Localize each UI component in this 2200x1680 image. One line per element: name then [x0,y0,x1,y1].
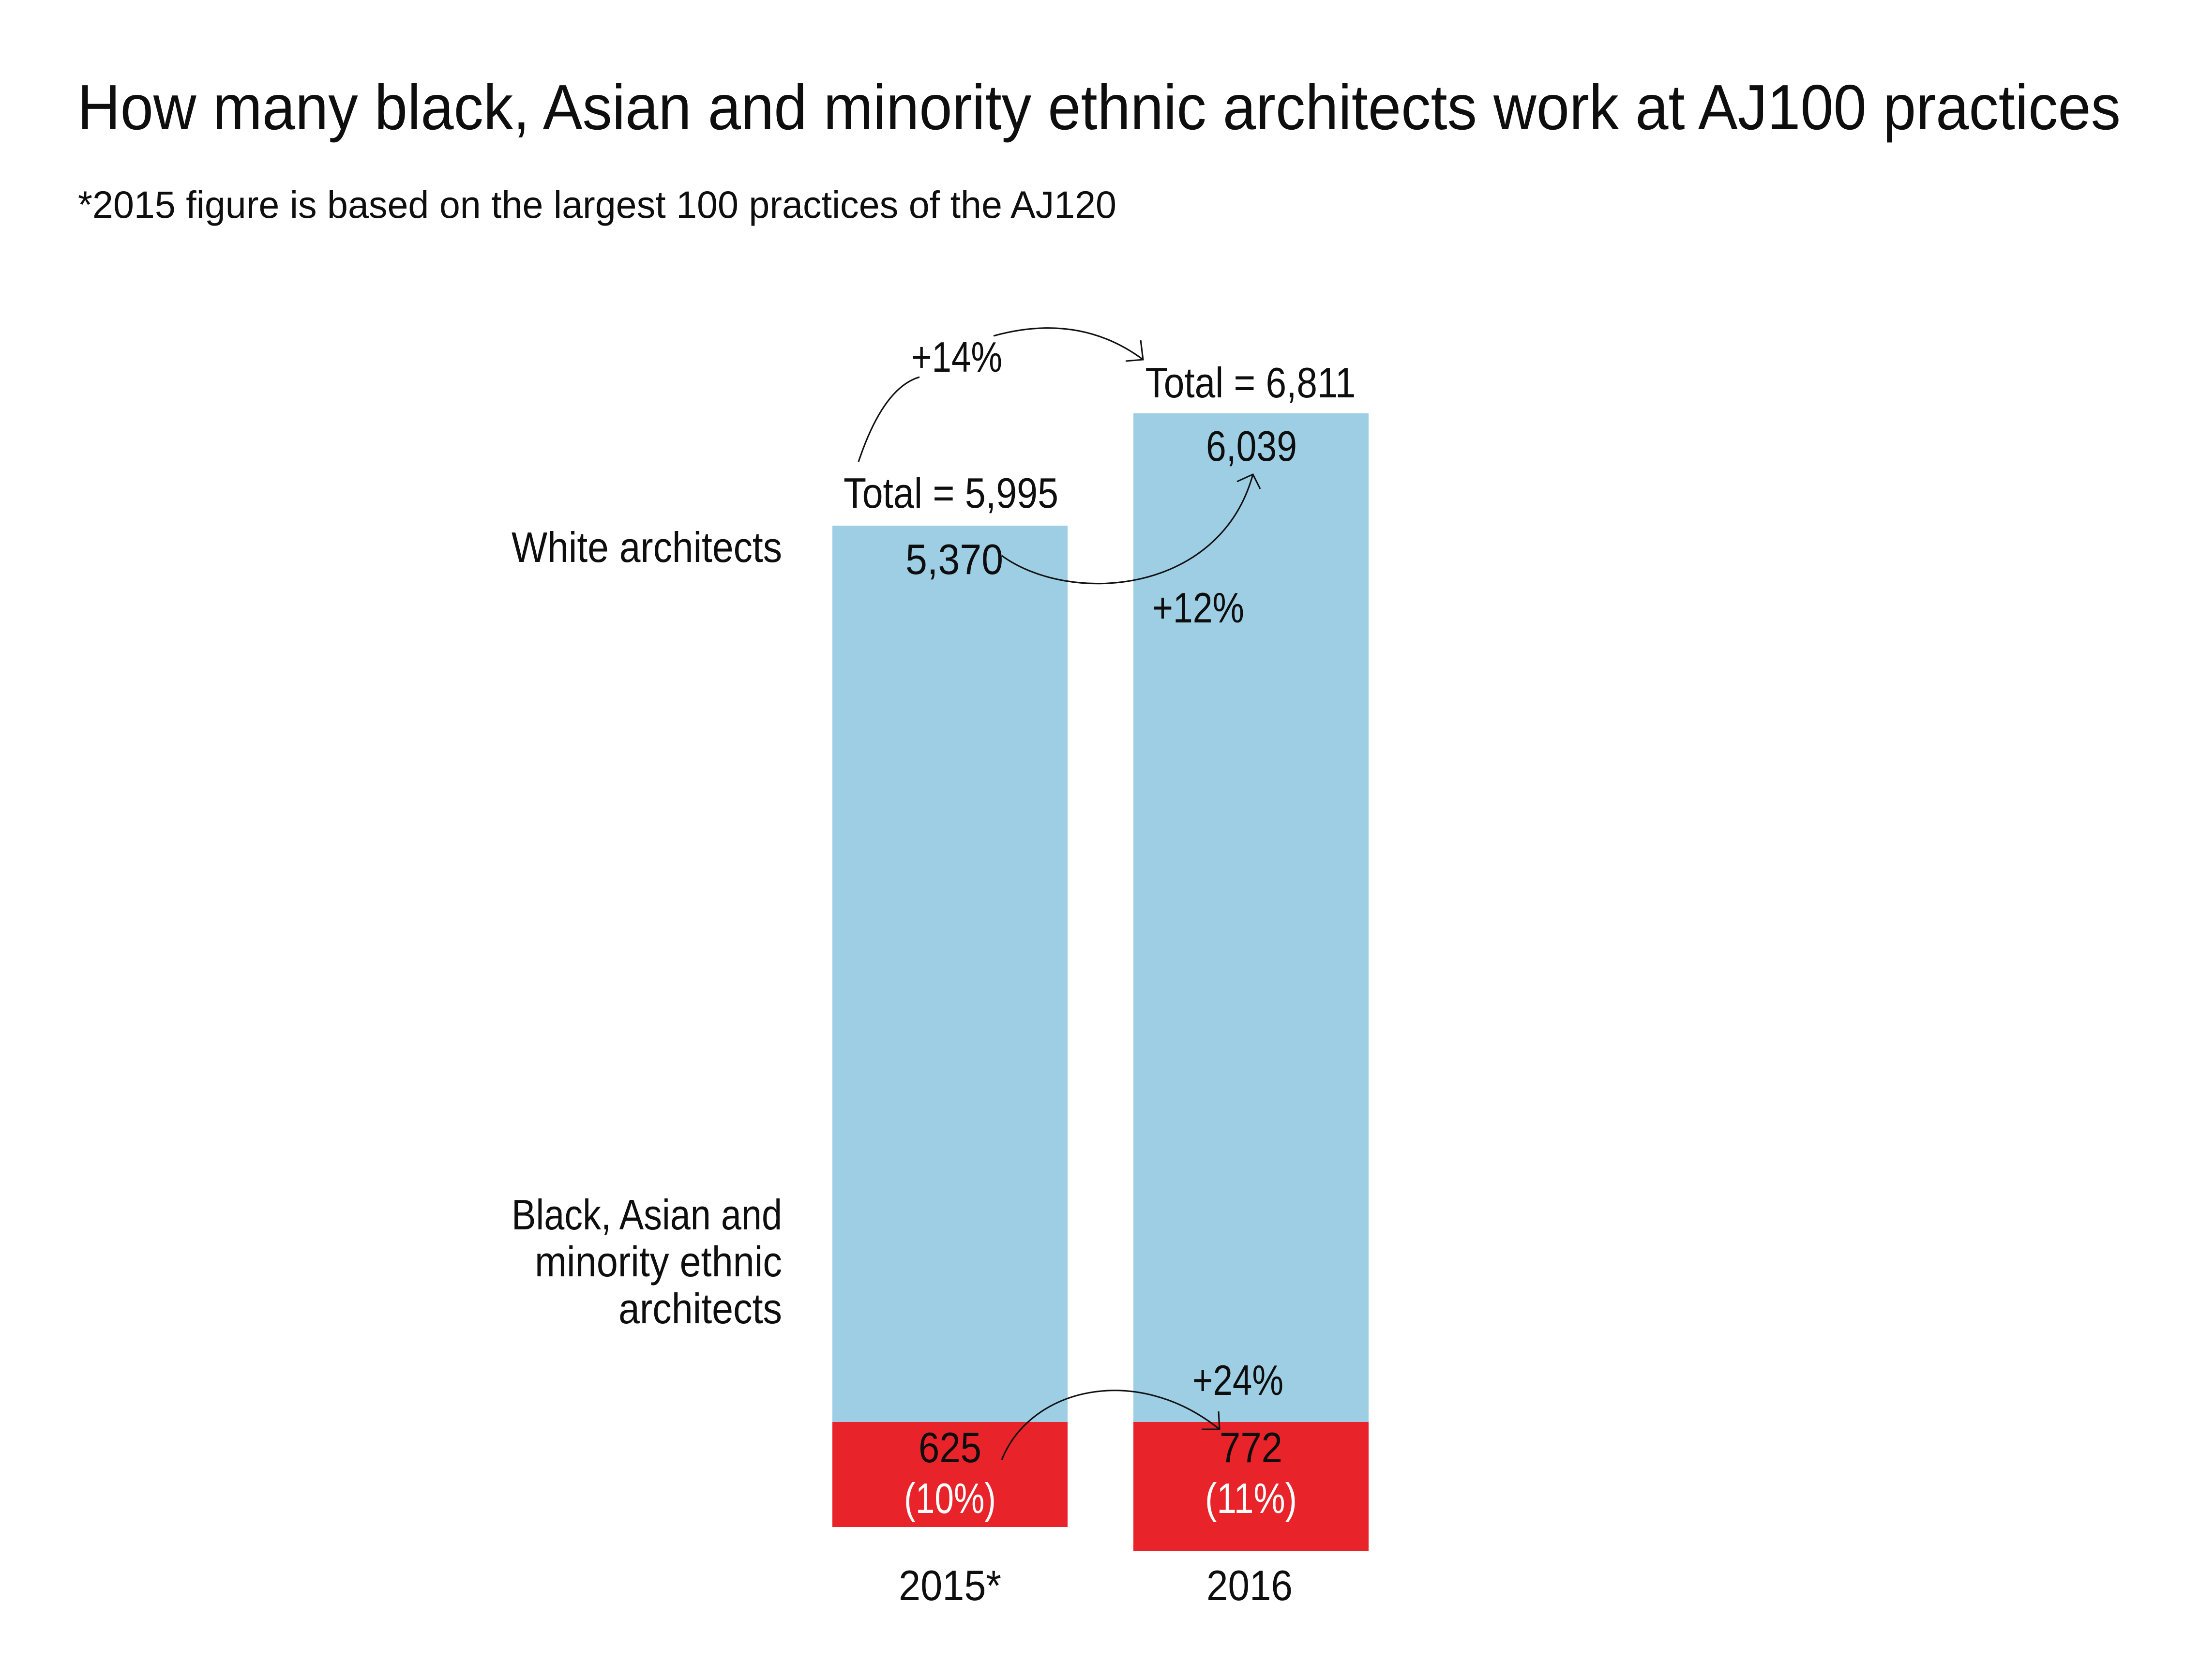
svg-text:How many black, Asian and mino: How many black, Asian and minority ethni… [77,72,2121,143]
svg-text:+24%: +24% [1192,1356,1283,1404]
svg-text:(10%): (10%) [904,1474,996,1522]
svg-text:White architects: White architects [512,523,782,571]
svg-text:Black, Asian and: Black, Asian and [512,1191,782,1239]
svg-text:(11%): (11%) [1205,1474,1297,1522]
svg-text:2016: 2016 [1206,1561,1293,1609]
svg-text:2015*: 2015* [899,1561,1001,1609]
svg-text:772: 772 [1220,1423,1282,1471]
svg-text:Total = 5,995: Total = 5,995 [844,469,1058,517]
svg-text:Total = 6,811: Total = 6,811 [1145,359,1356,407]
svg-text:*2015 figure is based on the l: *2015 figure is based on the largest 100… [78,183,1116,226]
svg-text:architects: architects [618,1285,782,1332]
svg-text:5,370: 5,370 [905,535,1003,583]
svg-text:+12%: +12% [1152,584,1244,632]
svg-text:625: 625 [919,1423,981,1471]
svg-text:+14%: +14% [911,333,1002,381]
svg-text:6,039: 6,039 [1206,422,1297,470]
svg-text:minority ethnic: minority ethnic [535,1238,782,1286]
